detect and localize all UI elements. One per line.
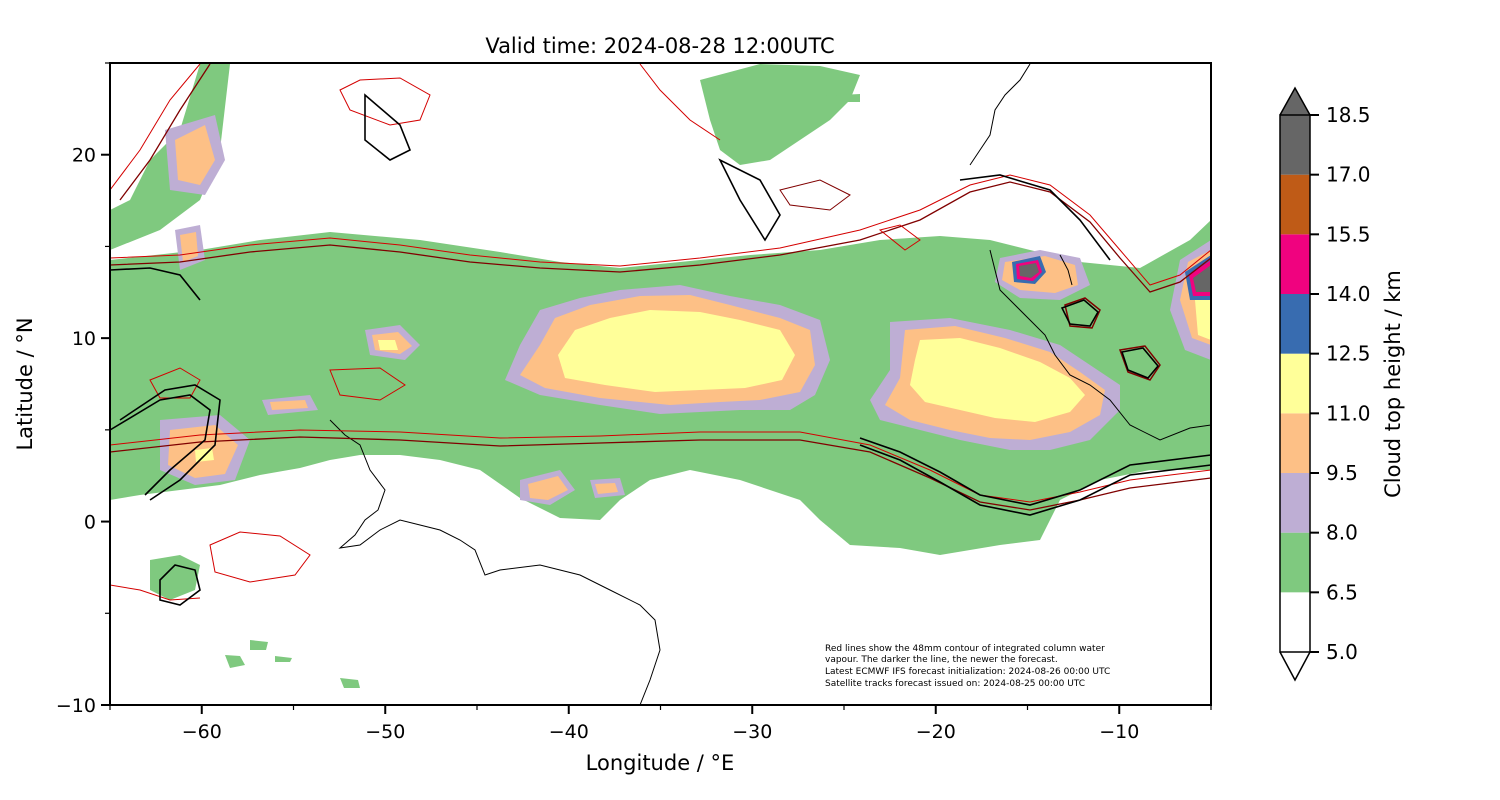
y-tick-label: 20 <box>72 145 96 167</box>
colorbar-bin <box>1280 115 1310 175</box>
annotation-line-2: vapour. The darker the line, the newer t… <box>825 655 1058 665</box>
colorbar-bin <box>1280 532 1310 593</box>
x-tick-label: −30 <box>732 721 772 743</box>
colorbar-tick-label: 11.0 <box>1326 401 1371 425</box>
annotation-line-1: Red lines show the 48mm contour of integ… <box>825 644 1105 654</box>
colorbar-bin <box>1280 592 1310 652</box>
satellite-tracks <box>110 93 1211 606</box>
colorbar-bin <box>1280 353 1310 414</box>
cloud-field-yellow <box>195 295 1211 462</box>
y-tick-label: −10 <box>56 695 96 717</box>
x-tick-label: −50 <box>365 721 405 743</box>
colorbar-ticks: 18.5 17.0 15.5 14.0 12.5 11.0 9.5 8.0 6.5 5.0 <box>1310 103 1371 664</box>
x-tick-label: −40 <box>549 721 589 743</box>
cloud-field-high-tops <box>1012 255 1211 300</box>
forecast-annotation: Red lines show the 48mm contour of integ… <box>825 644 1110 689</box>
colorbar-bin <box>1280 473 1310 533</box>
colorbar-tick-label: 8.0 <box>1326 521 1358 545</box>
y-tick-label: 0 <box>84 512 96 534</box>
x-axis: −60 −50 −40 −30 −20 −10 <box>109 705 1212 743</box>
colorbar-tick-label: 15.5 <box>1326 222 1371 246</box>
colorbar-label: Cloud top height / km <box>1381 270 1405 498</box>
x-tick-label: −10 <box>1099 721 1139 743</box>
colorbar-tick-label: 9.5 <box>1326 461 1358 485</box>
y-tick-label: 10 <box>72 328 96 350</box>
colorbar-frame <box>1279 114 1311 653</box>
annotation-line-3: Latest ECMWF IFS forecast initialization… <box>825 667 1110 677</box>
colorbar-tick-label: 5.0 <box>1326 640 1358 664</box>
coastlines <box>329 63 1211 705</box>
colorbar-bin <box>1280 234 1310 294</box>
colorbar-bins <box>1280 115 1310 652</box>
colorbar-tick-label: 12.5 <box>1326 342 1371 366</box>
annotation-line-4: Satellite tracks forecast issued on: 202… <box>825 679 1085 689</box>
colorbar-bin <box>1280 413 1310 473</box>
y-axis: 20 10 0 −10 <box>56 62 110 717</box>
colorbar-tick-label: 6.5 <box>1326 580 1358 604</box>
chart-title: Valid time: 2024-08-28 12:00UTC <box>485 34 834 58</box>
x-tick-label: −60 <box>182 721 222 743</box>
x-tick-label: −20 <box>916 721 956 743</box>
colorbar-bin <box>1280 174 1310 235</box>
x-axis-label: Longitude / °E <box>586 751 735 775</box>
colorbar-tick-label: 18.5 <box>1326 103 1371 127</box>
colorbar-extend-top <box>1279 86 1311 116</box>
colorbar-extend-bottom <box>1279 651 1311 682</box>
y-axis-label: Latitude / °N <box>13 317 37 450</box>
colorbar-bin <box>1280 294 1310 354</box>
colorbar-tick-label: 14.0 <box>1326 282 1371 306</box>
colorbar: 18.5 17.0 15.5 14.0 12.5 11.0 9.5 8.0 6.5 5.0 Clo… <box>1279 86 1405 682</box>
map-area <box>110 63 1211 705</box>
colorbar-tick-label: 17.0 <box>1326 163 1371 187</box>
